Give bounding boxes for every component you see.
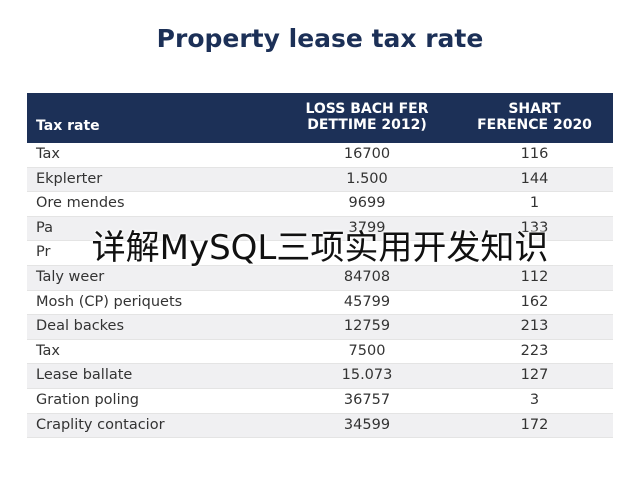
table-cell: Gration poling	[36, 391, 139, 408]
table-cell: 84708	[343, 268, 391, 285]
table-cell: Pr	[36, 244, 51, 261]
table-cell: Taly weer	[36, 268, 105, 285]
table-cell: Tax	[36, 342, 60, 359]
header-line: SHART	[508, 101, 561, 117]
table-cell: 7500	[348, 342, 386, 359]
header-cell: Tax rate	[36, 118, 100, 134]
header-line: LOSS BACH FER	[305, 101, 429, 117]
table-cell: 12759	[343, 318, 391, 335]
table-row: Mosh (CP) periquets 45799 162	[27, 291, 613, 316]
table-row: Tax 7500 223	[27, 340, 613, 365]
table-cell: Deal backes	[36, 318, 125, 335]
table-cell: 162	[520, 293, 549, 310]
table-cell: 34599	[343, 416, 391, 433]
table-cell: Pa	[36, 219, 53, 236]
table-row: Pr	[27, 241, 613, 266]
table-cell: 3799	[348, 219, 386, 236]
table-cell: 112	[520, 268, 549, 285]
header-line: Tax rate	[36, 118, 100, 134]
table-cell: 36757	[343, 391, 391, 408]
table-row: Gration poling 36757 3	[27, 389, 613, 414]
table-cell: Ekplerter	[36, 170, 103, 187]
table-cell: 133	[520, 219, 549, 236]
table-row: Deal backes 12759 213	[27, 315, 613, 340]
title: Property lease tax rate	[156, 24, 484, 53]
table-row: Taly weer 84708 112	[27, 265, 613, 291]
table-cell: 45799	[343, 293, 391, 310]
table-cell: 127	[520, 367, 549, 384]
header-cell: LOSS BACH FER DETTIME 2012)	[267, 101, 467, 133]
table-header: Tax rate LOSS BACH FER DETTIME 2012) SHART F…	[27, 93, 613, 143]
table-cell: Ore mendes	[36, 195, 125, 212]
table-row: Ekplerter 1.500 144	[27, 167, 613, 193]
table-cell: 116	[520, 146, 549, 162]
table-cell: 9699	[348, 195, 386, 212]
table-body: Tax 16700 116 Ekplerter 1.500 144 Ore mendes 96…	[27, 143, 613, 439]
table-row: Lease ballate 15.073 127	[27, 364, 613, 389]
table-cell: 1.500	[346, 170, 388, 187]
header-line: DETTIME 2012)	[307, 117, 427, 133]
header-cell: SHART FERENCE 2020	[447, 101, 622, 133]
table-cell: 16700	[343, 146, 391, 162]
table-cell: 172	[520, 416, 549, 433]
overlay-caption: 详解MySQL三项实用开发知识	[91, 228, 549, 268]
table-cell: Mosh (CP) periquets	[36, 293, 183, 310]
table-cell: 213	[520, 318, 549, 335]
table-cell: 223	[520, 342, 549, 359]
table-row: Ore mendes 9699 1	[27, 192, 613, 217]
table-cell: Craplity contacior	[36, 416, 165, 433]
table-row: Tax 16700 116	[27, 143, 613, 168]
table-cell: 3	[529, 391, 540, 408]
table-row: Pa 3799 133	[27, 216, 613, 242]
table-row: Craplity contacior 34599 172	[27, 413, 613, 439]
table-cell: Tax	[36, 146, 60, 162]
table-cell: Lease ballate	[36, 367, 133, 384]
table: Tax rate LOSS BACH FER DETTIME 2012) SHART F…	[27, 93, 613, 439]
table-cell: 1	[529, 195, 540, 212]
table-cell: 15.073	[341, 367, 393, 384]
header-line: FERENCE 2020	[477, 117, 592, 133]
table-cell: 144	[520, 170, 549, 187]
